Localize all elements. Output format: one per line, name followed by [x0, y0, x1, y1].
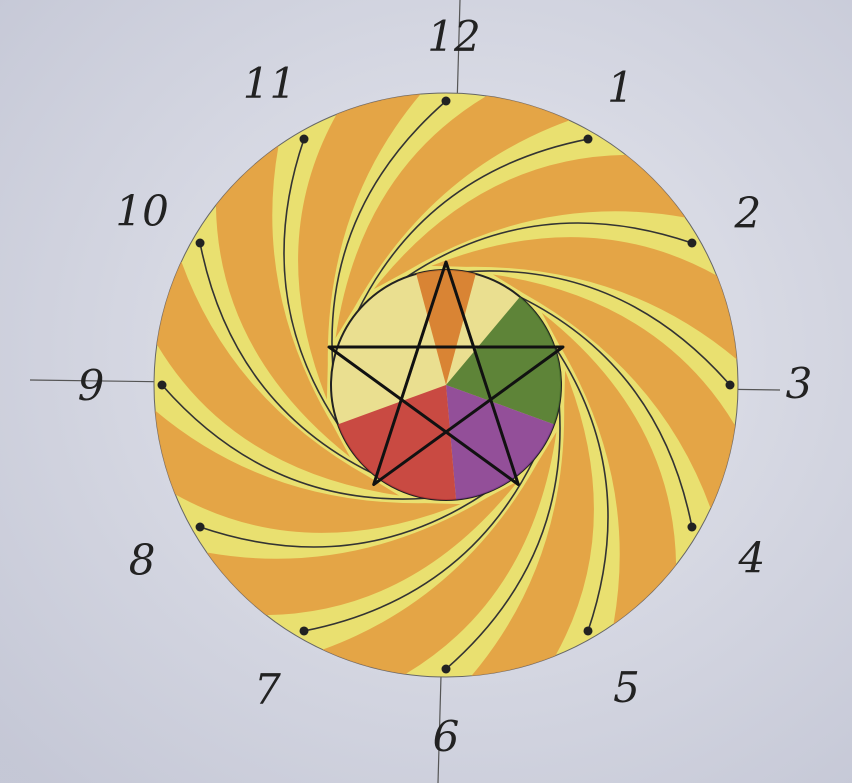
hour-label: 2 [733, 189, 761, 238]
hour-dot [584, 626, 593, 635]
hour-dot [158, 381, 167, 390]
hour-label: 1 [607, 63, 634, 112]
hour-dot [442, 97, 451, 106]
hour-label: 4 [737, 534, 765, 583]
hour-dot [300, 135, 309, 144]
hour-label: 12 [427, 12, 480, 61]
hour-label: 6 [433, 712, 460, 761]
hour-dot [196, 239, 205, 248]
hour-label: 5 [613, 663, 640, 712]
hour-dot [196, 523, 205, 532]
hour-dot [442, 665, 451, 674]
hour-label: 8 [129, 536, 156, 585]
hour-label: 10 [115, 187, 168, 236]
hour-label: 7 [254, 665, 281, 714]
hour-dot [584, 135, 593, 144]
hour-label: 11 [243, 59, 296, 108]
mandala [154, 93, 738, 677]
hour-dot [687, 523, 696, 532]
hour-dot [687, 239, 696, 248]
hour-dot [300, 626, 309, 635]
hour-dot [726, 381, 735, 390]
hour-label: 9 [78, 361, 105, 410]
drawing: 121234567891011 [0, 0, 852, 783]
hour-label: 3 [786, 359, 813, 408]
